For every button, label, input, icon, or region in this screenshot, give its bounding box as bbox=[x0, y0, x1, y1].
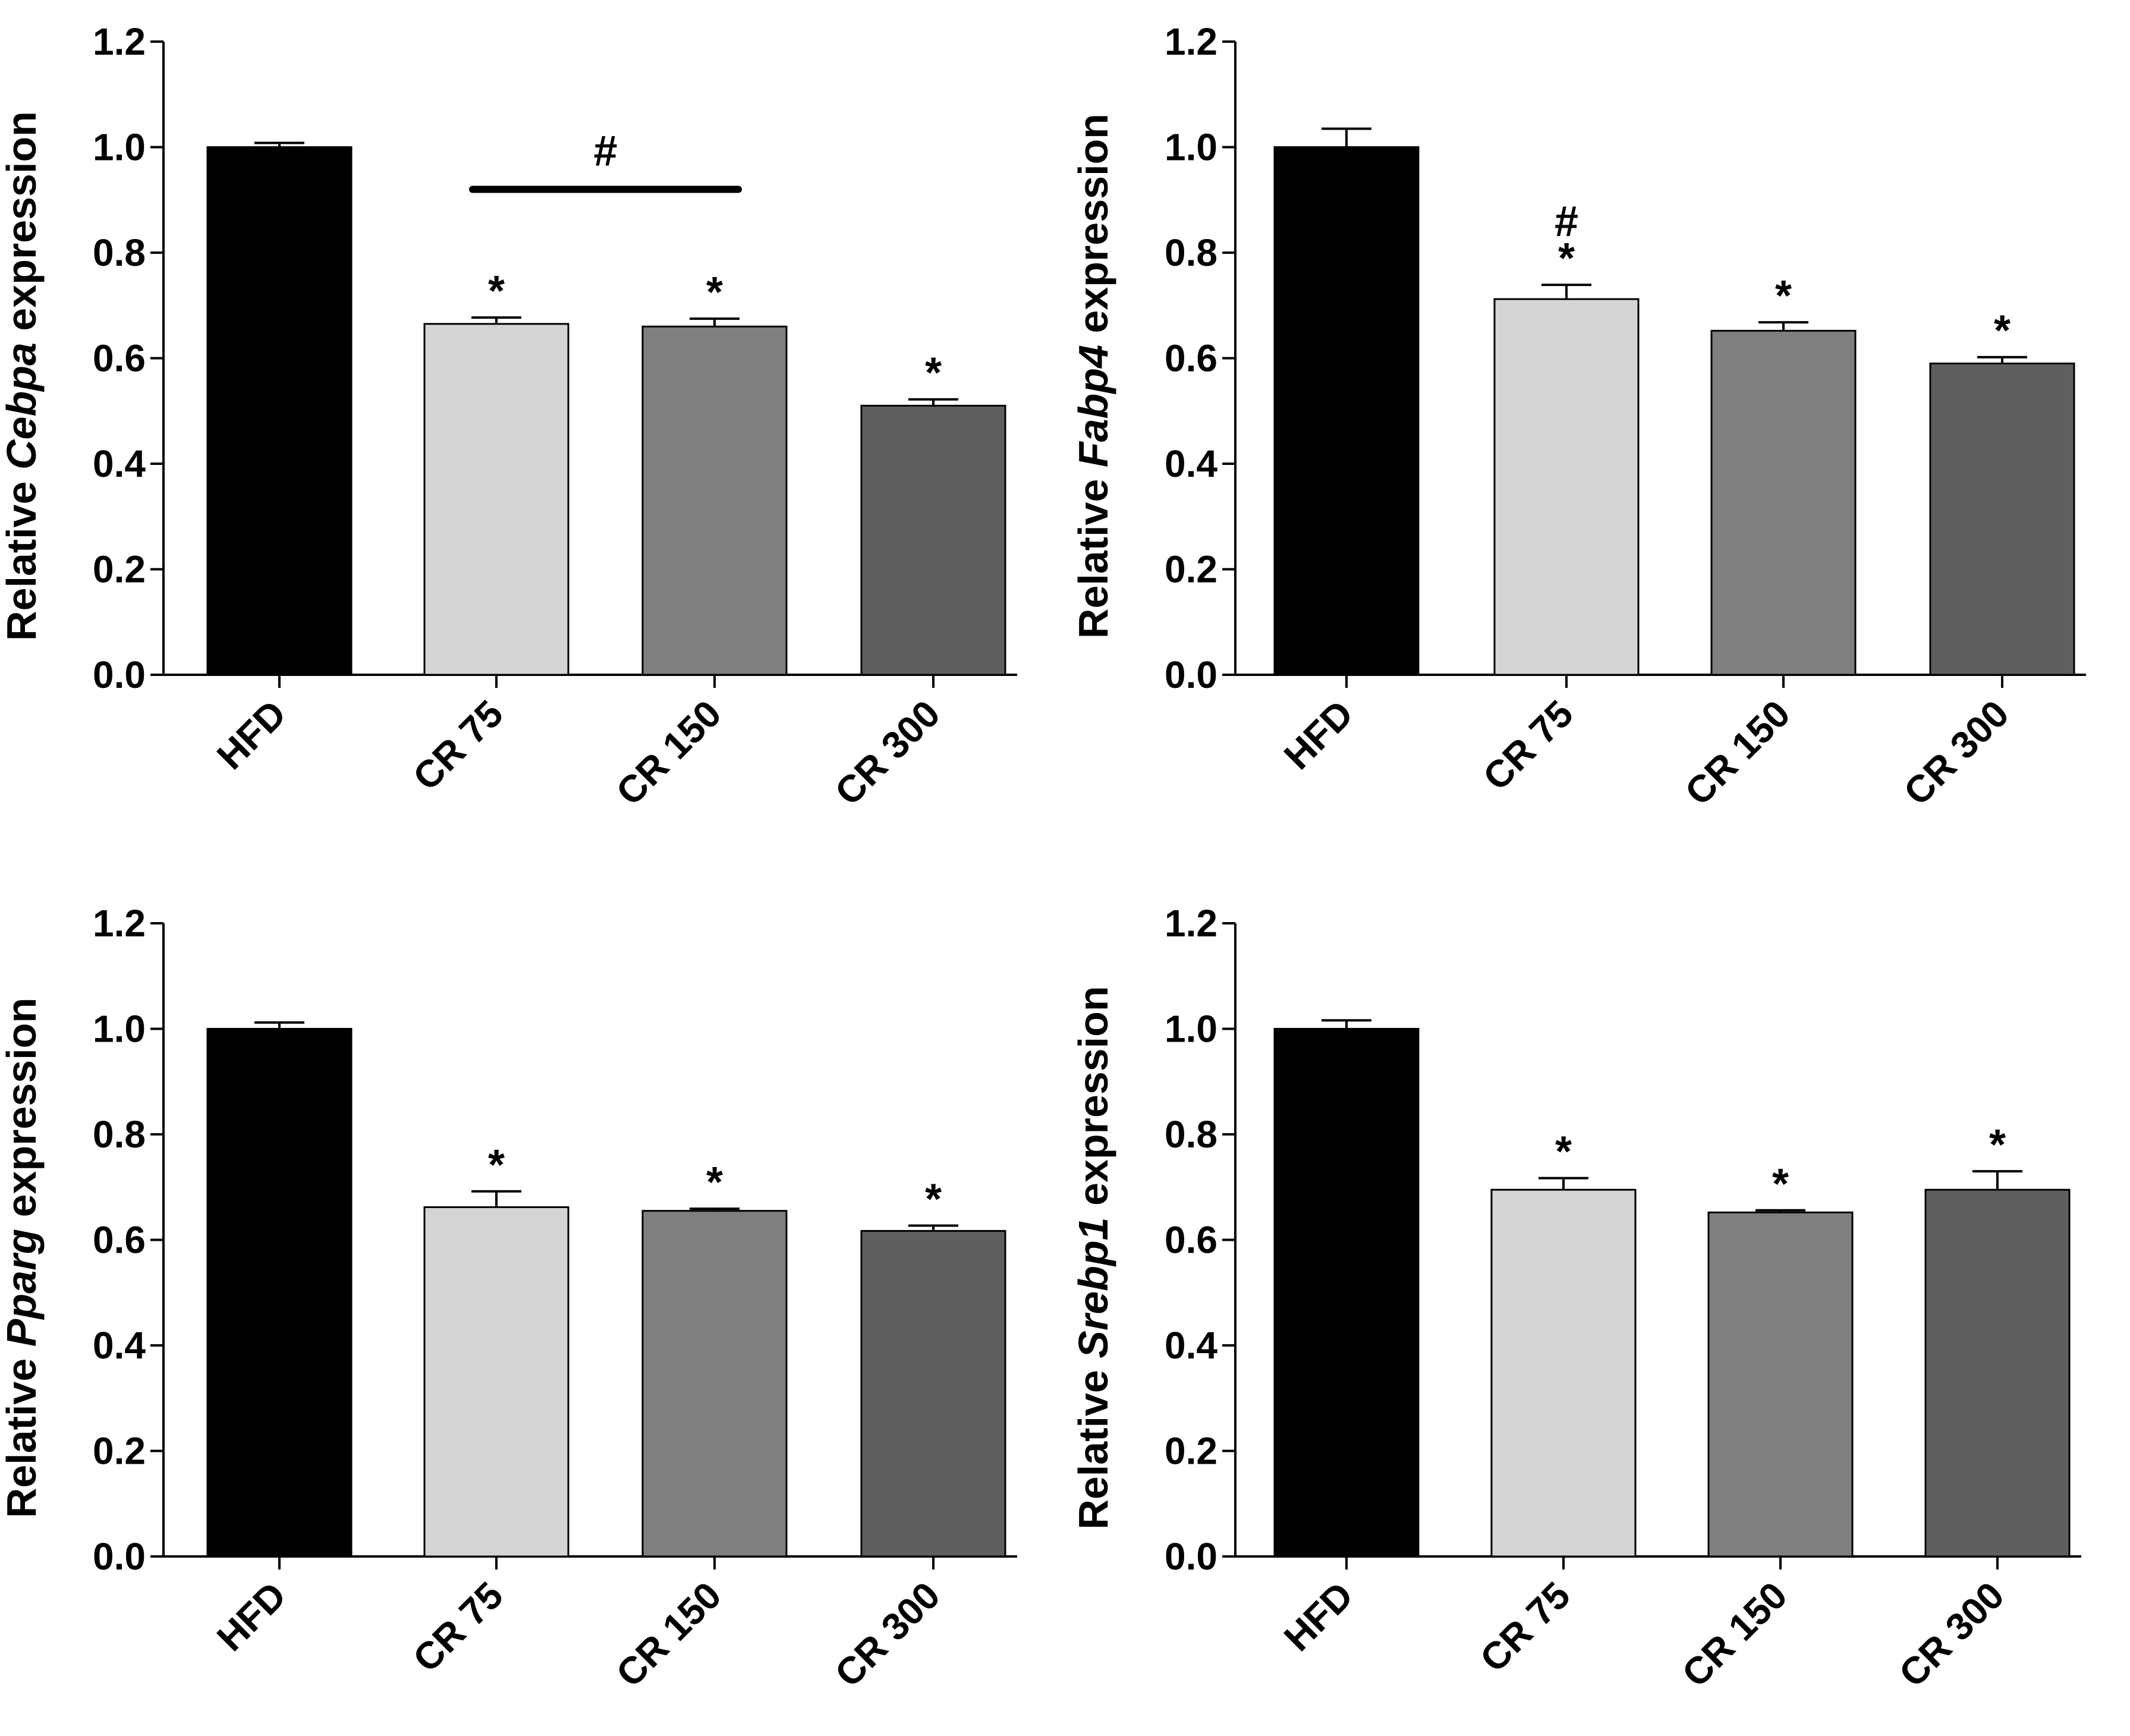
x-tick-label: CR 300 bbox=[827, 692, 948, 813]
significance-star: * bbox=[1772, 1161, 1789, 1208]
y-axis-label: Relative Cebpa expression bbox=[0, 111, 45, 641]
x-tick-label: CR 150 bbox=[608, 1574, 729, 1695]
y-tick-label: 1.0 bbox=[1165, 126, 1217, 169]
y-axis-label-suffix: expression bbox=[0, 998, 45, 1229]
bar bbox=[423, 1206, 570, 1558]
y-tick-label: 1.2 bbox=[1165, 902, 1217, 945]
bar bbox=[206, 1028, 353, 1558]
y-tick-label: 0.0 bbox=[1165, 1535, 1217, 1578]
x-tick-label: CR 150 bbox=[1677, 692, 1798, 813]
significance-star: * bbox=[488, 1141, 505, 1189]
significance-star: * bbox=[488, 268, 505, 315]
y-axis-label-prefix: Relative bbox=[0, 1347, 45, 1518]
bar bbox=[641, 1210, 788, 1558]
y-tick-label: 0.0 bbox=[93, 1535, 146, 1578]
y-axis-label-gene: Srebp1 bbox=[1070, 1217, 1116, 1358]
x-tick-label: CR 300 bbox=[827, 1574, 948, 1695]
y-tick-label: 0.4 bbox=[1165, 442, 1217, 485]
y-tick-label: 0.2 bbox=[93, 548, 146, 591]
y-tick-label: 0.8 bbox=[93, 231, 146, 274]
y-tick-label: 0.8 bbox=[93, 1113, 146, 1156]
bar bbox=[1929, 362, 2075, 676]
y-tick-label: 0.4 bbox=[93, 1324, 146, 1367]
y-tick-label: 0.4 bbox=[1165, 1324, 1217, 1367]
significance-star: * bbox=[706, 1159, 723, 1206]
y-tick-label: 1.2 bbox=[93, 902, 146, 945]
y-axis-label-gene: Cebpa bbox=[0, 342, 45, 470]
x-tick-label: HFD bbox=[209, 1574, 294, 1659]
bar bbox=[1924, 1188, 2071, 1558]
y-axis-label: Relative Pparg expression bbox=[0, 998, 45, 1518]
y-tick-label: 0.6 bbox=[1165, 1219, 1217, 1262]
y-axis-label: Relative Fabp4 expression bbox=[1070, 114, 1116, 639]
y-tick-label: 0.8 bbox=[1165, 231, 1217, 274]
chart-panel-bottom-left: 0.0 0.2 0.4 0.6 0.8 1.0 1.2 Relative Pparg expr… bbox=[0, 902, 1017, 1695]
significance-star: * bbox=[1558, 235, 1575, 282]
y-tick-label: 0.6 bbox=[1165, 337, 1217, 380]
bar bbox=[1707, 1211, 1854, 1558]
y-tick-label: 1.0 bbox=[93, 1008, 146, 1051]
chart-panel-bottom-right: 0.0 0.2 0.4 0.6 0.8 1.0 1.2 Relative Srebp1 exp… bbox=[1070, 902, 2081, 1695]
y-tick-label: 1.2 bbox=[1165, 20, 1217, 63]
bar bbox=[1490, 1188, 1637, 1558]
y-axis-label-gene: Pparg bbox=[0, 1229, 45, 1347]
y-axis-label-suffix: expression bbox=[1070, 986, 1116, 1217]
y-axis-label: Relative Srebp1 expression bbox=[1070, 986, 1116, 1529]
x-tick-label: HFD bbox=[1276, 692, 1361, 778]
bar bbox=[1710, 329, 1857, 676]
x-tick-label: CR 75 bbox=[1472, 1574, 1578, 1680]
x-tick-label: CR 300 bbox=[1891, 1574, 2012, 1695]
bar bbox=[1273, 1028, 1420, 1558]
y-tick-label: 0.0 bbox=[93, 653, 146, 696]
x-tick-label: CR 150 bbox=[1674, 1574, 1795, 1695]
y-axis-label-prefix: Relative bbox=[1070, 467, 1116, 639]
y-axis-label-gene: Fabp4 bbox=[1070, 345, 1116, 467]
y-tick-label: 0.2 bbox=[1165, 548, 1217, 591]
x-tick-label: HFD bbox=[1276, 1574, 1361, 1659]
significance-star: * bbox=[1989, 1121, 2006, 1169]
chart-panel-top-right: 0.0 0.2 0.4 0.6 0.8 1.0 1.2 Relative Fabp4 expr… bbox=[1070, 20, 2086, 813]
x-tick-label: HFD bbox=[209, 692, 294, 778]
significance-bracket-label: # bbox=[593, 128, 617, 175]
x-tick-label: CR 150 bbox=[608, 692, 729, 813]
y-tick-label: 0.8 bbox=[1165, 1113, 1217, 1156]
significance-star: * bbox=[706, 269, 723, 316]
y-axis-label-suffix: expression bbox=[1070, 114, 1116, 345]
bar bbox=[641, 325, 788, 676]
bar bbox=[1493, 298, 1640, 676]
y-tick-label: 1.0 bbox=[93, 126, 146, 169]
y-tick-label: 1.2 bbox=[93, 20, 146, 63]
y-tick-label: 0.4 bbox=[93, 442, 146, 485]
bar bbox=[423, 323, 570, 676]
bar bbox=[1273, 146, 1420, 676]
y-tick-label: 1.0 bbox=[1165, 1008, 1217, 1051]
y-tick-label: 0.6 bbox=[93, 337, 146, 380]
x-tick-label: CR 75 bbox=[405, 1574, 511, 1680]
bar bbox=[860, 1229, 1006, 1558]
y-tick-label: 0.2 bbox=[1165, 1430, 1217, 1473]
significance-star: * bbox=[925, 1176, 942, 1224]
y-tick-label: 0.6 bbox=[93, 1219, 146, 1262]
significance-star: * bbox=[1775, 272, 1792, 320]
y-axis-label-suffix: expression bbox=[0, 111, 45, 342]
significance-star: * bbox=[1994, 307, 2011, 355]
y-tick-label: 0.0 bbox=[1165, 653, 1217, 696]
significance-hash: # bbox=[1555, 198, 1578, 246]
y-axis-label-prefix: Relative bbox=[0, 470, 45, 641]
bar bbox=[860, 404, 1006, 676]
y-tick-label: 0.2 bbox=[93, 1430, 146, 1473]
bar bbox=[206, 146, 353, 676]
x-tick-label: CR 75 bbox=[1475, 692, 1581, 798]
x-tick-label: CR 300 bbox=[1896, 692, 2017, 813]
chart-panel-top-left: 0.0 0.2 0.4 0.6 0.8 1.0 1.2 Relative Cebpa expr… bbox=[0, 20, 1017, 813]
y-axis-label-prefix: Relative bbox=[1070, 1358, 1116, 1530]
significance-star: * bbox=[1555, 1128, 1572, 1176]
significance-star: * bbox=[925, 350, 942, 397]
x-tick-label: CR 75 bbox=[405, 692, 511, 798]
